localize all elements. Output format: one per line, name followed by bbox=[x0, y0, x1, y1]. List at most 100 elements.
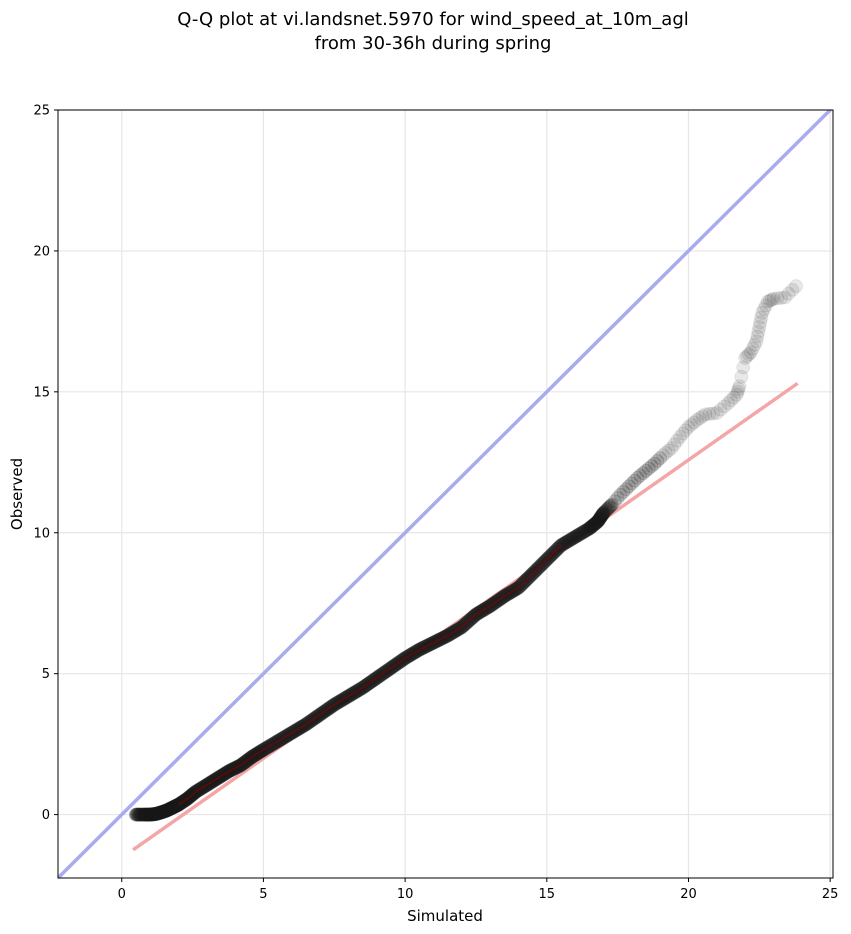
quantile-point bbox=[762, 293, 777, 308]
quantile-point bbox=[143, 807, 158, 822]
quantile-point bbox=[153, 805, 168, 820]
chart-title-line-1: Q-Q plot at vi.landsnet.5970 for wind_sp… bbox=[177, 9, 689, 30]
y-tick-label: 0 bbox=[42, 808, 50, 823]
quantile-point bbox=[732, 379, 747, 394]
quantile-point bbox=[144, 807, 159, 822]
quantile-point bbox=[128, 807, 143, 822]
x-tick-label: 20 bbox=[680, 887, 697, 902]
y-tick-label: 20 bbox=[33, 244, 50, 259]
quantile-point bbox=[147, 807, 162, 822]
quantile-point bbox=[148, 807, 163, 822]
quantile-point bbox=[613, 487, 628, 502]
quantile-point bbox=[566, 530, 581, 545]
reference-lines bbox=[58, 110, 833, 878]
quantile-point bbox=[672, 429, 687, 444]
quantile-point bbox=[599, 502, 614, 517]
quantile-point bbox=[132, 807, 147, 822]
quantile-point bbox=[591, 512, 606, 527]
quantile-point bbox=[675, 426, 690, 441]
quantile-point bbox=[734, 369, 749, 384]
quantile-point bbox=[146, 807, 161, 822]
quantile-point bbox=[731, 382, 746, 397]
quantile-point bbox=[575, 525, 590, 540]
quantile-point bbox=[579, 523, 594, 538]
quantile-points bbox=[128, 279, 804, 822]
x-axis-label: Simulated bbox=[407, 907, 483, 925]
quantile-point bbox=[162, 801, 177, 816]
quantile-point bbox=[740, 349, 755, 364]
quantile-point bbox=[589, 515, 604, 530]
quantile-point bbox=[755, 305, 770, 320]
quantile-point bbox=[757, 302, 772, 317]
quantile-point bbox=[687, 415, 702, 430]
quantile-point bbox=[165, 800, 180, 815]
quantile-point bbox=[590, 514, 605, 529]
quantile-point bbox=[602, 500, 617, 515]
quantile-point bbox=[134, 807, 149, 822]
quantile-point bbox=[154, 805, 169, 820]
quantile-point bbox=[134, 807, 149, 822]
quantile-point bbox=[157, 804, 172, 819]
quantile-point bbox=[136, 807, 151, 822]
quantile-point bbox=[582, 521, 597, 536]
quantile-point bbox=[161, 802, 176, 817]
quantile-point bbox=[145, 807, 160, 822]
quantile-point bbox=[750, 329, 765, 344]
quantile-point bbox=[585, 518, 600, 533]
quantile-point bbox=[593, 510, 608, 525]
quantile-point bbox=[158, 803, 173, 818]
quantile-point bbox=[139, 807, 154, 822]
quantile-point bbox=[730, 384, 745, 399]
dense-center-trace bbox=[177, 544, 562, 806]
quantile-point bbox=[729, 387, 744, 402]
quantile-point bbox=[596, 506, 611, 521]
quantile-point bbox=[589, 515, 604, 530]
quantile-point bbox=[166, 800, 181, 815]
quantile-point bbox=[717, 399, 732, 414]
quantile-point bbox=[706, 406, 721, 421]
quantile-point bbox=[594, 508, 609, 523]
quantile-point bbox=[726, 390, 741, 405]
quantile-point bbox=[695, 409, 710, 424]
quantile-point bbox=[621, 479, 636, 494]
quantile-point bbox=[764, 292, 779, 307]
quantile-point bbox=[145, 807, 160, 822]
quantile-point bbox=[135, 807, 150, 822]
quantile-point bbox=[140, 807, 155, 822]
quantile-point bbox=[158, 803, 173, 818]
quantile-point bbox=[168, 799, 183, 814]
quantile-point bbox=[162, 802, 177, 817]
quantile-point bbox=[163, 801, 178, 816]
x-axis-ticks: 0 5 10 15 20 25 bbox=[118, 878, 838, 902]
quantile-point bbox=[160, 803, 175, 818]
quantile-point bbox=[142, 807, 157, 822]
quantile-point bbox=[655, 448, 670, 463]
quantile-point bbox=[591, 513, 606, 528]
quantile-point bbox=[758, 298, 773, 313]
quantile-point bbox=[151, 806, 166, 821]
quantile-point bbox=[741, 347, 756, 362]
quantile-point bbox=[568, 529, 583, 544]
quantile-point bbox=[597, 505, 612, 520]
quantile-point bbox=[565, 531, 580, 546]
quantile-point bbox=[658, 445, 673, 460]
quantile-point bbox=[133, 807, 148, 822]
quantile-point bbox=[156, 804, 171, 819]
quantile-point bbox=[638, 463, 653, 478]
quantile-point bbox=[143, 807, 158, 822]
quantile-point bbox=[594, 509, 609, 524]
quantile-point bbox=[154, 805, 169, 820]
y-tick-label: 25 bbox=[33, 104, 50, 119]
quantile-point bbox=[165, 800, 180, 815]
quantile-point bbox=[593, 511, 608, 526]
quantile-point bbox=[723, 393, 738, 408]
quantile-point bbox=[619, 482, 634, 497]
y-tick-label: 15 bbox=[33, 385, 50, 400]
quantile-point bbox=[684, 417, 699, 432]
quantile-point bbox=[584, 519, 599, 534]
quantile-point bbox=[636, 466, 651, 481]
quantile-point bbox=[753, 315, 768, 330]
quantile-point bbox=[754, 310, 769, 325]
quantile-point bbox=[647, 456, 662, 471]
